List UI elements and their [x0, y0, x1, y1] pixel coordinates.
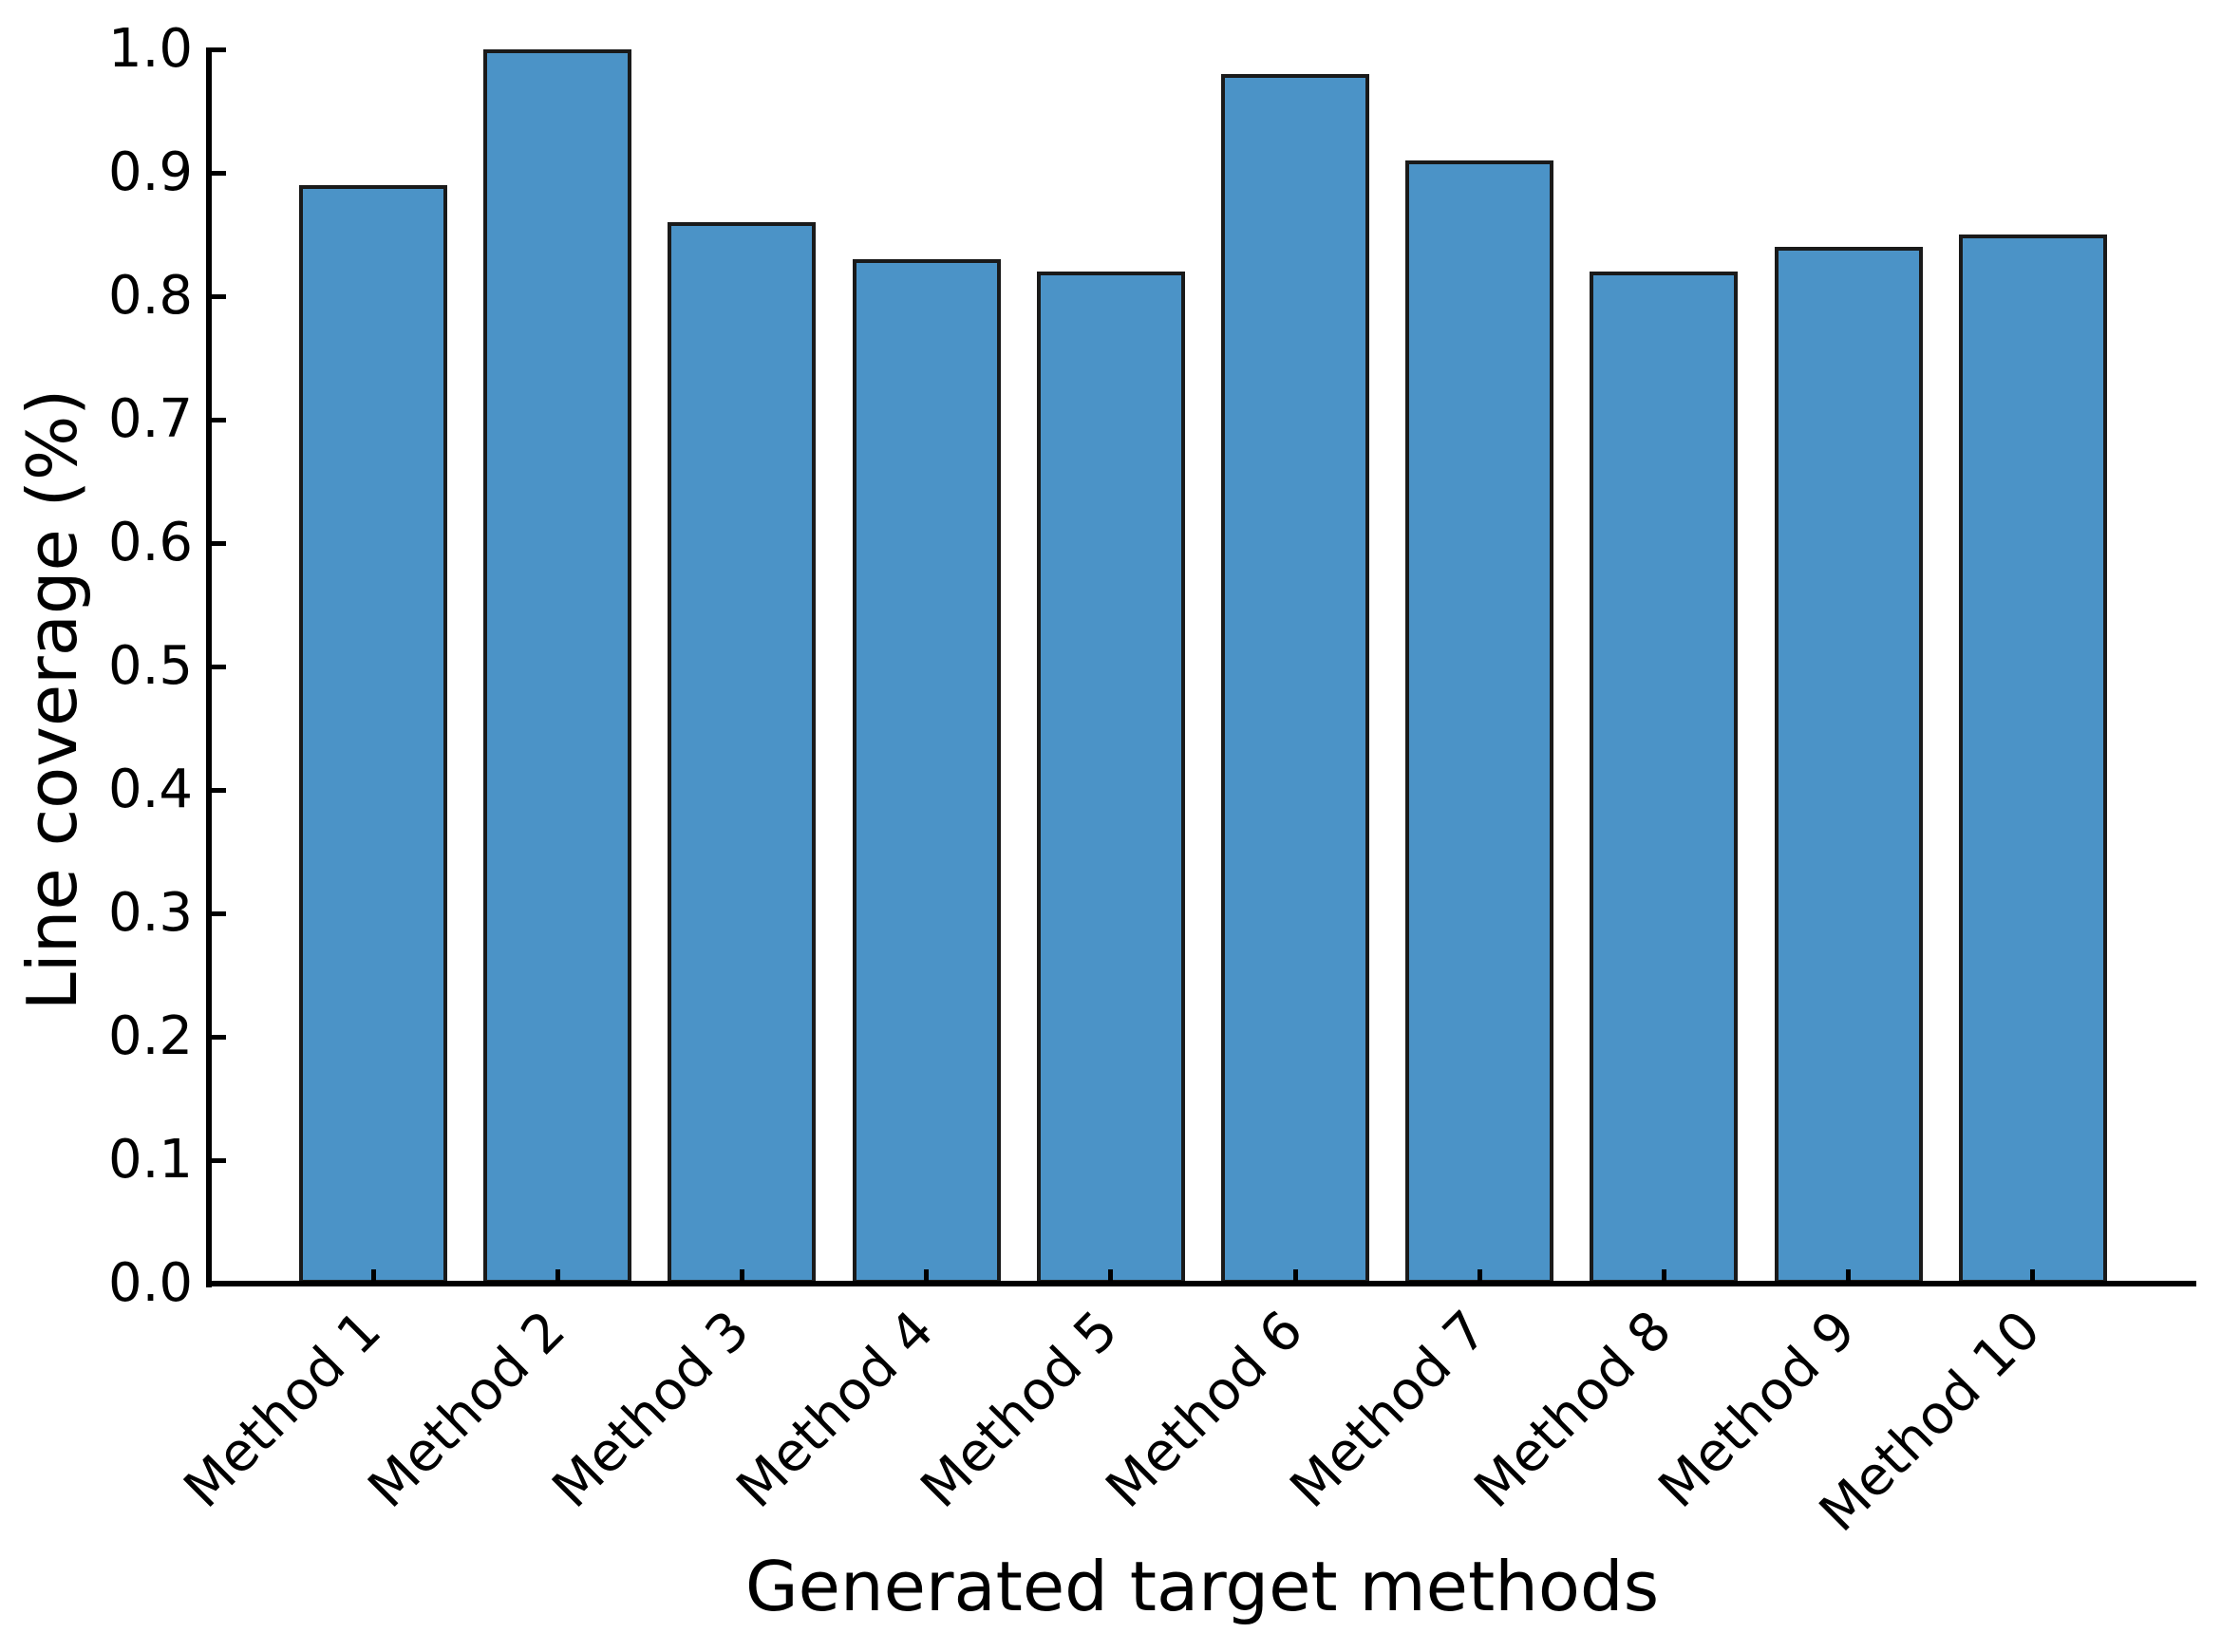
x-tick-mark [1846, 1269, 1852, 1286]
x-tick-mark [924, 1269, 930, 1286]
y-tick-label: 1.0 [107, 18, 193, 80]
y-tick-label: 0.8 [107, 265, 193, 327]
bar-method-5 [1036, 272, 1185, 1284]
y-tick-mark [209, 1034, 226, 1040]
y-tick-mark [209, 417, 226, 422]
x-tick-label: Method 6 [1094, 1299, 1315, 1520]
bar-method-2 [483, 49, 632, 1284]
x-tick-mark [739, 1269, 744, 1286]
x-tick-mark [1477, 1269, 1482, 1286]
y-tick-mark [209, 1157, 226, 1163]
x-axis-label: Generated target methods [744, 1547, 1660, 1626]
y-tick-mark [209, 47, 226, 52]
y-tick-label: 0.6 [107, 512, 193, 573]
x-tick-mark [1661, 1269, 1666, 1286]
bar-method-4 [852, 259, 1001, 1284]
x-tick-mark [1292, 1269, 1298, 1286]
y-tick-label: 0.2 [107, 1005, 193, 1067]
x-tick-mark [555, 1269, 560, 1286]
y-tick-mark [209, 787, 226, 793]
x-tick-label: Method 4 [725, 1299, 947, 1520]
y-tick-label: 0.4 [107, 759, 193, 820]
x-tick-label: Method 2 [356, 1299, 577, 1520]
y-tick-label: 0.1 [107, 1129, 193, 1191]
x-tick-mark [1108, 1269, 1114, 1286]
bar-method-6 [1221, 74, 1369, 1284]
y-tick-label: 0.5 [107, 635, 193, 697]
bar-method-7 [1405, 160, 1554, 1284]
y-tick-mark [209, 293, 226, 299]
y-tick-label: 0.0 [107, 1252, 193, 1314]
x-tick-label: Method 5 [909, 1299, 1131, 1520]
y-tick-label: 0.9 [107, 141, 193, 203]
y-tick-label: 0.3 [107, 882, 193, 944]
x-tick-label: Method 1 [172, 1299, 393, 1520]
x-tick-label: Method 8 [1462, 1299, 1684, 1520]
y-tick-mark [209, 910, 226, 916]
x-tick-mark [2030, 1269, 2036, 1286]
y-axis-spine [206, 47, 212, 1287]
y-tick-mark [209, 170, 226, 176]
x-tick-label: Method 3 [540, 1299, 762, 1520]
bar-method-8 [1590, 272, 1739, 1284]
bar-method-10 [1958, 235, 2107, 1284]
y-tick-mark [209, 540, 226, 546]
y-tick-label: 0.7 [107, 388, 193, 450]
x-tick-mark [370, 1269, 376, 1286]
x-tick-label: Method 7 [1278, 1299, 1499, 1520]
bar-method-9 [1774, 247, 1923, 1284]
bar-method-1 [299, 185, 447, 1284]
y-axis-label: Line coverage (%) [12, 388, 92, 1011]
y-tick-mark [209, 664, 226, 669]
x-axis-spine [206, 1281, 2196, 1286]
